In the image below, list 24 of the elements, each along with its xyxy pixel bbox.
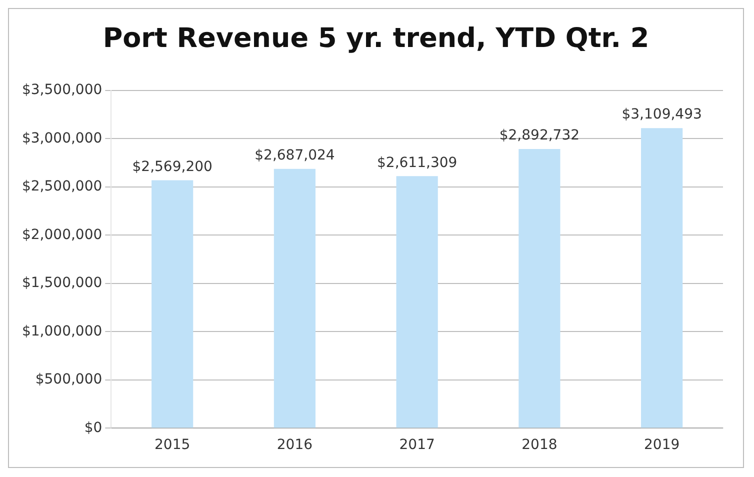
- y-tick-label: $1,500,000: [22, 275, 102, 292]
- chart-title: Port Revenue 5 yr. trend, YTD Qtr. 2: [102, 23, 650, 54]
- bar: [396, 176, 438, 428]
- y-tick-label: $500,000: [35, 372, 102, 388]
- y-tick-label: $2,000,000: [22, 226, 102, 243]
- x-tick-label: 2017: [399, 437, 435, 454]
- x-tick-label: 2019: [644, 437, 680, 454]
- data-label: $2,687,024: [254, 148, 335, 164]
- y-tick-label: $3,000,000: [22, 130, 102, 146]
- data-label: $2,892,732: [499, 128, 580, 144]
- y-tick-label: $1,000,000: [22, 323, 102, 340]
- bar: [518, 149, 560, 428]
- data-label: $3,109,493: [622, 106, 702, 123]
- data-label: $2,569,200: [132, 158, 212, 175]
- x-tick-label: 2018: [522, 437, 558, 454]
- data-label: $2,611,309: [376, 154, 458, 171]
- y-tick-label: $0: [84, 420, 102, 436]
- bar: [152, 180, 194, 428]
- y-tick-label: $2,500,000: [22, 178, 102, 195]
- bar: [274, 168, 316, 428]
- y-tick-label: $3,500,000: [22, 82, 102, 98]
- x-tick-label: 2016: [276, 437, 313, 454]
- x-tick-label: 2015: [154, 437, 190, 454]
- bar: [641, 128, 683, 428]
